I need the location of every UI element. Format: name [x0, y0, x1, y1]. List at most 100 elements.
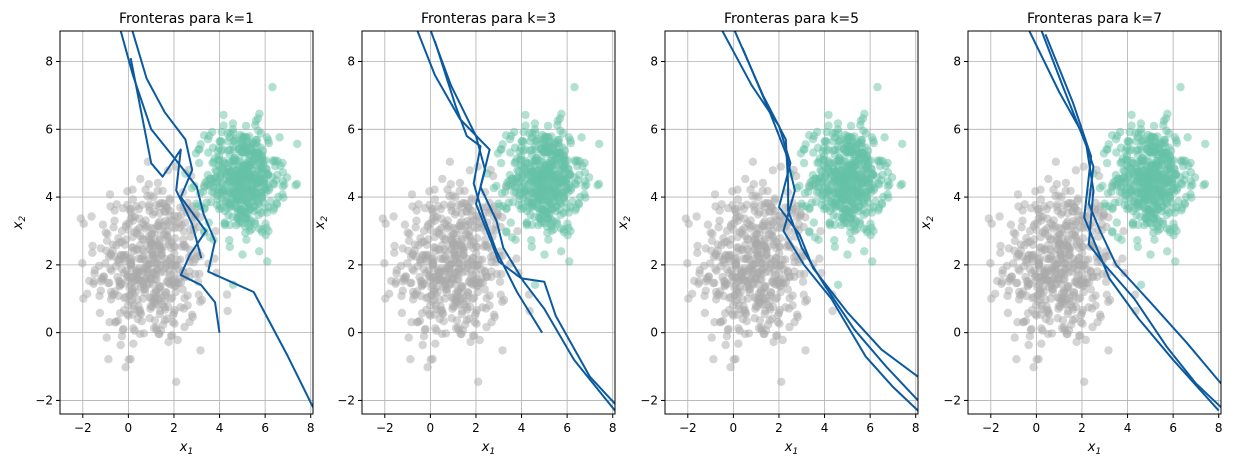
scatter-point: [1091, 301, 1100, 310]
scatter-point: [752, 247, 762, 257]
scatter-point: [1107, 187, 1116, 197]
scatter-point: [1081, 335, 1090, 345]
scatter-point: [1061, 178, 1071, 188]
scatter-point: [849, 150, 859, 159]
scatter-point: [562, 179, 571, 188]
scatter-point: [397, 291, 406, 301]
scatter-point: [688, 289, 697, 298]
scatter-point: [215, 137, 224, 146]
chart-title: Fronteras para k=5: [724, 11, 859, 27]
scatter-point: [453, 288, 463, 297]
scatter-point: [264, 226, 273, 236]
scatter-point: [160, 296, 169, 306]
scatter-point: [203, 135, 213, 144]
scatter-point: [1069, 229, 1078, 239]
scatter-point: [854, 207, 863, 216]
scatter-point: [819, 152, 829, 161]
scatter-point: [771, 271, 780, 280]
boundary-line: [429, 31, 615, 405]
scatter-point: [104, 355, 113, 364]
scatter-point: [1079, 162, 1088, 171]
x-tick-label: 8: [912, 421, 920, 435]
scatter-point: [1136, 119, 1146, 128]
scatter-point: [830, 236, 839, 245]
scatter-point: [255, 109, 264, 119]
scatter-point: [1169, 164, 1179, 173]
scatter-point: [551, 207, 560, 216]
scatter-point: [765, 303, 774, 312]
scatter-point: [1029, 292, 1038, 302]
x-tick-label: 8: [609, 421, 617, 435]
scatter-point: [1101, 252, 1110, 261]
scatter-point: [813, 158, 822, 168]
scatter-point: [105, 431, 113, 439]
scatter-point: [482, 294, 491, 303]
scatter-point: [530, 157, 539, 166]
scatter-point: [743, 245, 752, 254]
scatter-point: [563, 204, 572, 213]
scatter-point: [1171, 257, 1180, 266]
scatter-point: [1071, 204, 1080, 213]
scatter-point: [1036, 212, 1045, 221]
scatter-point: [1019, 317, 1029, 326]
scatter-point: [1117, 235, 1126, 244]
scatter-point: [1137, 128, 1146, 137]
scatter-point: [1025, 226, 1035, 236]
scatter-point: [790, 272, 799, 282]
boundary-line: [416, 31, 615, 412]
scatter-point: [557, 109, 566, 119]
scatter-point: [462, 303, 471, 312]
scatter-point: [883, 158, 892, 168]
scatter-point: [755, 207, 764, 217]
scatter-point: [154, 245, 163, 254]
scatter-point: [260, 179, 269, 188]
scatter-point: [138, 245, 147, 254]
scatter-point: [1163, 224, 1172, 233]
scatter-point: [512, 254, 521, 263]
scatter-point: [128, 212, 137, 221]
scatter-point: [792, 310, 802, 319]
scatter-point: [173, 335, 182, 345]
y-tick-label: 4: [45, 190, 53, 204]
scatter-point: [830, 242, 839, 252]
scatter-point: [1130, 197, 1139, 207]
x-axis-label: x1: [179, 440, 193, 457]
scatter-point: [1152, 150, 1162, 159]
scatter-point: [1199, 181, 1208, 190]
scatter-point: [129, 324, 138, 333]
scatter-point: [1201, 139, 1210, 149]
scatter-point: [237, 209, 246, 218]
panel-k7: −2 0 2 4 6 8 −2 0 2 4 6 8 Fronteras para k=7 x1 x2: [919, 11, 1223, 457]
scatter-point: [1069, 260, 1079, 269]
scatter-point: [755, 297, 765, 306]
scatter-point: [542, 222, 552, 231]
scatter-point: [809, 148, 818, 157]
scatter-point: [225, 236, 234, 245]
scatter-point: [1052, 202, 1062, 212]
scatter-points: [681, 82, 907, 386]
axes-frame: [361, 30, 616, 415]
scatter-point: [473, 281, 482, 290]
scatter-point: [429, 243, 439, 252]
scatter-point: [563, 164, 573, 173]
scatter-point: [400, 220, 410, 229]
scatter-point: [151, 323, 161, 332]
scatter-point: [1054, 191, 1063, 200]
scatter-point: [539, 209, 548, 218]
scatter-point: [381, 219, 390, 228]
scatter-point: [828, 306, 837, 316]
scatter-point: [753, 268, 762, 277]
scatter-point: [829, 146, 838, 155]
panel-k1: −2 0 2 4 6 8 −2 0 2 4 6 8 Fronteras para k=1 x1 x2: [11, 11, 315, 457]
scatter-point: [824, 121, 833, 130]
y-tick-label: 8: [347, 55, 355, 69]
scatter-point: [269, 157, 279, 166]
scatter-point: [991, 289, 1000, 298]
x-axis-label: x1: [1087, 440, 1101, 457]
scatter-point: [841, 130, 850, 140]
scatter-point: [1058, 207, 1067, 217]
scatter-point: [1123, 137, 1132, 146]
scatter-point: [1143, 178, 1152, 188]
chart-title: Fronteras para k=3: [421, 11, 556, 27]
scatter-point: [1013, 190, 1023, 199]
